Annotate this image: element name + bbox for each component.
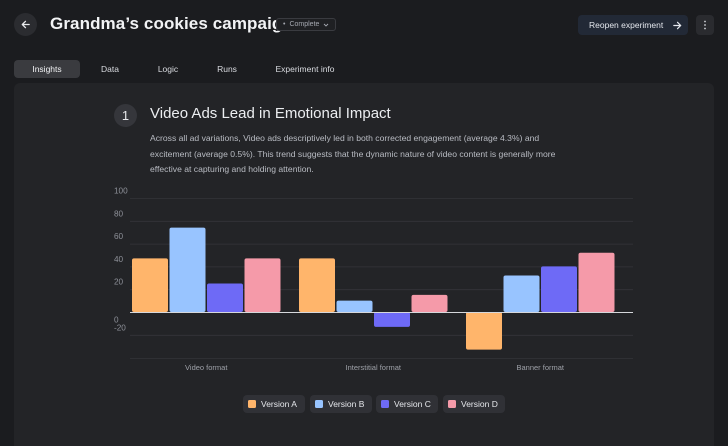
legend-item-version-a[interactable]: Version A <box>243 395 305 413</box>
bar-version-a <box>299 258 335 312</box>
bar-version-b <box>169 227 206 312</box>
legend-swatch <box>381 400 389 408</box>
y-tick-label: -20 <box>114 323 126 332</box>
legend-label: Version D <box>461 399 498 409</box>
x-tick-label: Interstitial format <box>346 363 402 372</box>
header: Grandma’s cookies campaign • Complete Re… <box>0 0 728 50</box>
back-button[interactable] <box>14 13 37 36</box>
status-label: Complete <box>289 21 320 28</box>
insight-body: Across all ad variations, Video ads desc… <box>150 133 556 174</box>
bar-version-d <box>578 252 615 312</box>
bar-version-d <box>244 258 281 312</box>
bar-version-b <box>503 275 540 312</box>
x-tick-label: Video format <box>185 363 228 372</box>
y-tick-label: 40 <box>114 255 124 264</box>
arrow-right-icon <box>673 21 682 29</box>
bar-version-a <box>132 258 168 312</box>
tab-logic[interactable]: Logic <box>157 64 179 74</box>
status-dot-icon: • <box>283 21 286 28</box>
chevron-down-icon <box>324 23 329 27</box>
reopen-label: Reopen experiment <box>589 20 664 30</box>
legend-label: Version C <box>394 399 431 409</box>
legend-label: Version B <box>328 399 365 409</box>
legend-swatch <box>315 400 323 408</box>
legend-item-version-d[interactable]: Version D <box>443 395 505 413</box>
more-options-button[interactable] <box>696 15 714 35</box>
bar-version-b <box>336 300 373 312</box>
insight-title: Video Ads Lead in Emotional Impact <box>150 105 391 122</box>
y-tick-label: 0 <box>114 316 119 325</box>
y-tick-label: 60 <box>114 232 124 241</box>
legend-item-version-c[interactable]: Version C <box>376 395 438 413</box>
tab-data[interactable]: Data <box>101 64 119 74</box>
insight-number: 1 <box>114 104 137 127</box>
y-tick-label: 20 <box>114 278 124 287</box>
arrow-left-icon <box>21 20 30 29</box>
bar-version-d <box>411 294 448 312</box>
bar-version-a <box>466 312 502 350</box>
x-tick-label: Banner format <box>516 363 564 372</box>
y-tick-label: 100 <box>114 187 128 196</box>
tab-runs[interactable]: Runs <box>217 64 237 74</box>
reopen-experiment-button[interactable]: Reopen experiment <box>578 15 688 35</box>
legend-label: Version A <box>261 399 297 409</box>
status-dropdown[interactable]: • Complete <box>276 18 337 31</box>
bar-version-c <box>374 312 410 327</box>
bar-version-c <box>541 266 577 312</box>
bar-version-c <box>207 283 243 312</box>
tab-experiment-info[interactable]: Experiment info <box>275 64 335 74</box>
y-tick-label: 80 <box>114 209 124 218</box>
legend-swatch <box>248 400 256 408</box>
legend-swatch <box>448 400 456 408</box>
vertical-dots-icon <box>704 20 706 30</box>
tab-insights[interactable]: Insights <box>14 60 80 78</box>
page-title: Grandma’s cookies campaign <box>50 14 293 33</box>
legend-item-version-b[interactable]: Version B <box>310 395 372 413</box>
